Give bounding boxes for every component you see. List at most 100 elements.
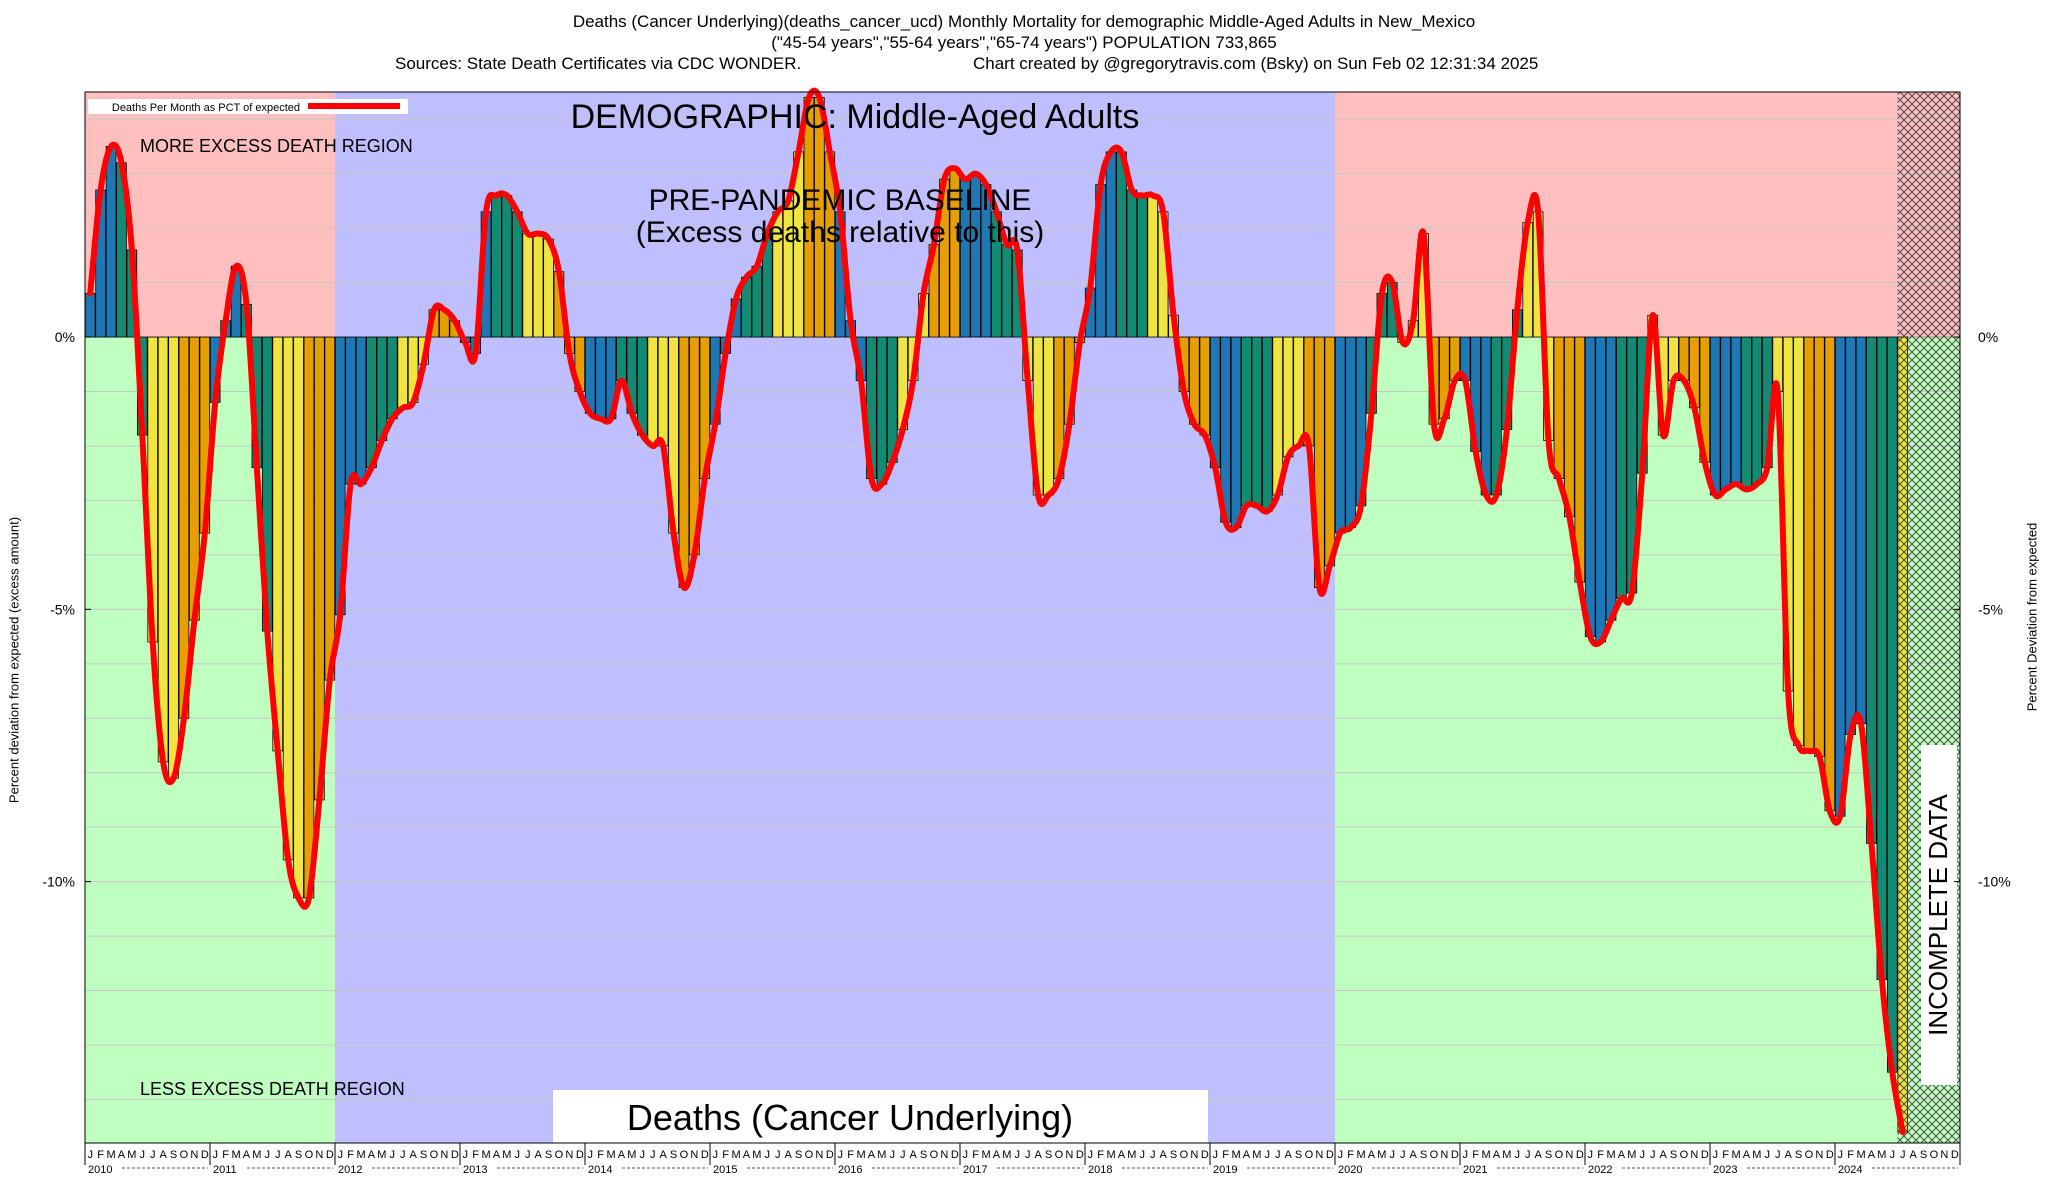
x-tick-label-month: A (1284, 1149, 1292, 1161)
x-tick-label-month: N (1190, 1149, 1198, 1161)
x-tick-label-month: M (377, 1149, 386, 1161)
bar (1834, 336, 1846, 817)
x-tick-label-month: N (690, 1149, 698, 1161)
x-tick-label-month: J (1390, 1149, 1396, 1161)
x-tick-label-month: N (1065, 1149, 1073, 1161)
bar (1845, 336, 1856, 735)
bar (1126, 189, 1138, 338)
bar (1324, 336, 1336, 567)
x-tick-label-year: 2014 (588, 1164, 612, 1176)
bar (1334, 336, 1346, 534)
x-tick-label-month: M (731, 1149, 740, 1161)
x-tick-label-month: N (940, 1149, 948, 1161)
x-tick-label-month: O (930, 1149, 939, 1161)
bar (1282, 336, 1294, 458)
x-tick-label-month: J (337, 1149, 343, 1161)
x-tick-label-month: A (368, 1149, 376, 1161)
x-tick-label-month: J (1400, 1149, 1406, 1161)
x-tick-label-month: D (1826, 1149, 1834, 1161)
plot-border (84, 91, 1961, 1144)
x-tick-label-month: J (515, 1149, 521, 1161)
x-tick-label-month: N (1565, 1149, 1573, 1161)
x-tick-label-month: M (1106, 1149, 1115, 1161)
bar (1480, 336, 1492, 496)
x-tick-label-month: J (1462, 1149, 1468, 1161)
x-tick-label-month: A (1493, 1149, 1501, 1161)
x-tick-label-month: A (534, 1149, 542, 1161)
x-tick-label-month: A (1784, 1149, 1792, 1161)
x-tick-label-month: D (1701, 1149, 1709, 1161)
x-tick-label-year: 2011 (213, 1164, 237, 1176)
bar (1553, 336, 1565, 480)
bar (84, 293, 96, 338)
bar (1595, 336, 1606, 643)
x-tick-label-month: O (1680, 1149, 1689, 1161)
chart-credit: Chart created by @gregorytravis.com (Bsk… (973, 54, 1539, 73)
x-tick-label-month: D (326, 1149, 334, 1161)
x-tick-label-month: F (722, 1149, 729, 1161)
incomplete-label-bg (1921, 745, 1957, 1085)
bar (345, 336, 356, 485)
bar (636, 336, 648, 436)
x-tick-label-month: J (775, 1149, 781, 1161)
x-tick-label-year: 2016 (838, 1164, 862, 1176)
x-tick-label-month: F (472, 1149, 479, 1161)
x-tick-label-month: A (993, 1149, 1001, 1161)
x-tick-label-month: J (640, 1149, 646, 1161)
x-year-bg (1837, 1161, 1871, 1175)
bar (1199, 336, 1211, 436)
x-tick-label-month: N (190, 1149, 198, 1161)
x-tick-label-year: 2015 (713, 1164, 737, 1176)
x-tick-label-month: D (576, 1149, 584, 1161)
x-tick-label-month: O (1180, 1149, 1189, 1161)
series-line (87, 87, 1906, 1136)
bar (1105, 151, 1117, 338)
x-tick-label-month: J (1890, 1149, 1896, 1161)
x-tick-label-month: O (680, 1149, 689, 1161)
x-tick-label-month: N (815, 1149, 823, 1161)
incomplete-data-label: INCOMPLETE DATA (1923, 793, 1953, 1035)
bar (1793, 336, 1804, 746)
x-tick-label-year: 2019 (1213, 1164, 1237, 1176)
x-tick-label-year: 2017 (963, 1164, 987, 1176)
bar (1616, 336, 1627, 599)
x-tick-label-year: 2020 (1338, 1164, 1362, 1176)
x-year-bg (712, 1161, 746, 1175)
bar (522, 233, 534, 338)
bar (282, 336, 294, 861)
bar (1293, 336, 1304, 447)
x-tick-label-month: J (1150, 1149, 1156, 1161)
bar (595, 336, 606, 420)
x-tick-label-month: J (1015, 1149, 1021, 1161)
x-tick-label-month: J (1265, 1149, 1271, 1161)
x-tick-label-month: S (1545, 1149, 1552, 1161)
x-tick-label-month: J (1587, 1149, 1593, 1161)
bar (397, 336, 409, 409)
x-tick-label-month: M (1877, 1149, 1886, 1161)
x-tick-label-month: A (618, 1149, 626, 1161)
x-tick-label-month: J (1087, 1149, 1093, 1161)
x-tick-label-month: A (743, 1149, 751, 1161)
x-tick-label-month: D (451, 1149, 459, 1161)
x-tick-label-month: M (1731, 1149, 1740, 1161)
x-tick-label-month: A (1659, 1149, 1667, 1161)
region-post-baseline-upper (1335, 92, 1960, 338)
x-year-bg (337, 1161, 371, 1175)
x-tick-label-month: M (502, 1149, 511, 1161)
x-tick-label-month: J (1640, 1149, 1646, 1161)
x-tick-label-month: A (1159, 1149, 1167, 1161)
x-tick-label-month: A (1368, 1149, 1376, 1161)
bar (1147, 195, 1159, 338)
x-tick-label-year: 2021 (1463, 1164, 1487, 1176)
x-tick-label-month: A (1618, 1149, 1626, 1161)
x-tick-label-month: M (1377, 1149, 1386, 1161)
x-tick-label-month: D (1576, 1149, 1584, 1161)
x-tick-label-month: J (1525, 1149, 1531, 1161)
bar (168, 336, 179, 779)
x-tick-label-month: J (1212, 1149, 1218, 1161)
bar (1230, 336, 1242, 529)
x-year-bg (587, 1161, 621, 1175)
x-tick-label-month: M (1856, 1149, 1865, 1161)
x-tick-label-month: F (1347, 1149, 1354, 1161)
x-tick-label-month: S (1170, 1149, 1177, 1161)
